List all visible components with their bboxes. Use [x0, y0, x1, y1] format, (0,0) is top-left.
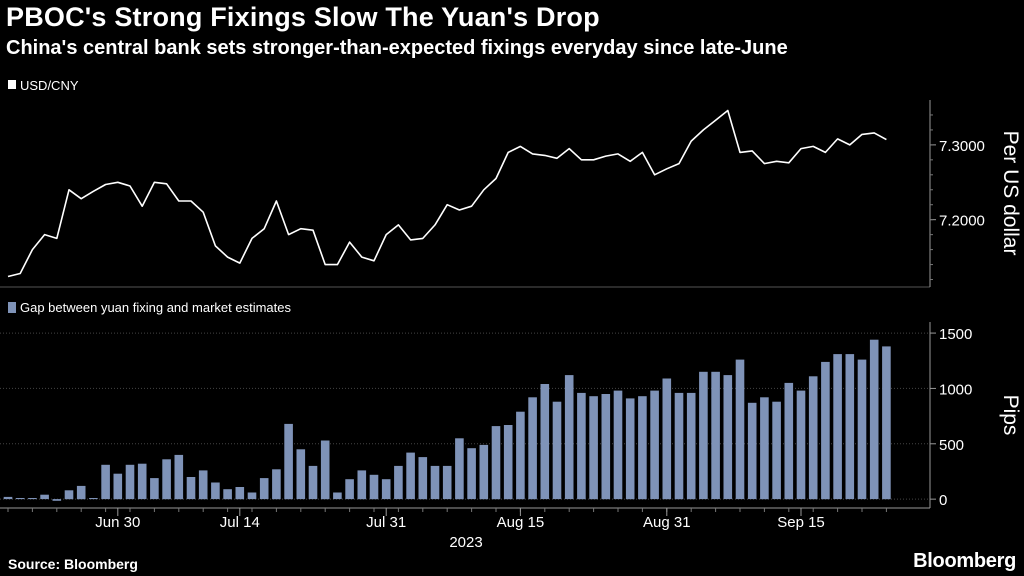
bottom-y-tick-label: 500 [939, 437, 964, 454]
gap-bar [381, 479, 391, 500]
chart-title: PBOC's Strong Fixings Slow The Yuan's Dr… [6, 2, 600, 32]
gap-bar [174, 454, 184, 500]
gap-bar [467, 448, 476, 500]
gap-bar [3, 496, 13, 500]
gap-bar [479, 444, 489, 500]
gap-bar [137, 463, 147, 500]
gap-bar [662, 378, 672, 500]
chart-subtitle: China's central bank sets stronger-than-… [6, 37, 788, 59]
gap-bar [198, 470, 208, 500]
gap-bar [491, 426, 501, 500]
gap-bar [76, 485, 86, 500]
gap-bar [186, 477, 196, 500]
gap-bar [296, 449, 306, 500]
gap-bar [638, 396, 647, 500]
gap-bar [796, 390, 806, 500]
gap-bar [503, 425, 513, 500]
gap-bar [674, 392, 684, 500]
gap-bar [528, 397, 537, 500]
gap-bar [64, 490, 74, 500]
x-tick-label: Jun 30 [95, 514, 140, 531]
gap-bar [272, 469, 281, 500]
x-tick-label: Aug 15 [497, 514, 545, 531]
gap-bar [784, 382, 794, 500]
gap-bar [808, 376, 818, 500]
gap-bar [772, 401, 781, 500]
gap-bar [735, 359, 745, 500]
top-y-tick-label: 7.2000 [939, 213, 985, 230]
gap-bar [613, 390, 623, 500]
gap-bar [357, 470, 367, 500]
gap-bar [723, 375, 733, 500]
gap-bar [211, 482, 220, 500]
gap-bar [284, 423, 293, 500]
gap-bar [625, 398, 635, 500]
gap-bar [406, 452, 415, 500]
gap-bar [564, 375, 574, 500]
gap-legend-label: Gap between yuan fixing and market estim… [20, 300, 291, 315]
top-y-tick-label: 7.3000 [939, 138, 985, 155]
gap-bar [28, 498, 37, 500]
x-tick-label: Sep 15 [777, 514, 825, 531]
gap-bar [162, 459, 171, 500]
gap-bar [882, 346, 891, 500]
bottom-y-tick-label: 1500 [939, 326, 972, 343]
gap-bar [125, 464, 135, 500]
gap-bar [760, 397, 769, 500]
x-tick-label: Aug 31 [643, 514, 691, 531]
gap-bar [345, 479, 354, 500]
gap-bar [589, 396, 598, 500]
gap-bar [101, 464, 110, 500]
gap-bar [333, 492, 342, 500]
gap-bar [577, 392, 586, 500]
bottom-y-tick-label: 0 [939, 492, 947, 509]
gap-bar [394, 465, 403, 500]
gap-bar [89, 498, 98, 500]
gap-bar [442, 465, 452, 500]
gap-bar [235, 487, 245, 500]
usdcny-legend-label: USD/CNY [20, 78, 79, 93]
gap-bar [516, 411, 525, 500]
bloomberg-logo: Bloomberg [913, 550, 1016, 572]
gap-bar [320, 440, 330, 500]
gap-bar [369, 474, 379, 500]
gap-bar [113, 473, 123, 500]
gap-bar [52, 499, 62, 501]
gap-bar [455, 438, 464, 500]
gap-bar [857, 359, 867, 500]
x-tick-label: Jul 31 [366, 514, 406, 531]
gap-bar [430, 465, 440, 500]
gap-bar [308, 465, 318, 500]
source-note: Source: Bloomberg [8, 556, 138, 572]
gap-legend-swatch [8, 302, 16, 313]
x-year-label: 2023 [449, 534, 482, 551]
bottom-panel-y-axis-label: Pips [999, 395, 1022, 436]
usdcny-series-line [7, 109, 887, 278]
gap-bar [150, 478, 159, 500]
gap-bar [821, 361, 830, 500]
bottom-y-tick-label: 1000 [939, 381, 972, 398]
gap-bar [247, 492, 257, 500]
gap-bar [418, 457, 428, 500]
gap-bar [552, 401, 562, 500]
gap-bar [686, 392, 696, 500]
gap-bar [40, 494, 49, 500]
gap-bar [747, 402, 757, 500]
gap-bar [845, 354, 855, 500]
top-panel-y-axis-label: Per US dollar [999, 131, 1022, 256]
gap-bar [699, 371, 708, 500]
gap-bar [601, 394, 611, 500]
gap-bar [259, 478, 269, 500]
gap-bar [650, 390, 659, 500]
usdcny-legend-swatch [8, 80, 16, 89]
gap-bar [540, 384, 550, 500]
gap-bar [711, 371, 720, 500]
gap-bar [833, 354, 842, 500]
gap-bar [223, 489, 232, 500]
gap-bar [869, 339, 879, 500]
gap-bar [15, 498, 25, 500]
x-tick-label: Jul 14 [220, 514, 260, 531]
